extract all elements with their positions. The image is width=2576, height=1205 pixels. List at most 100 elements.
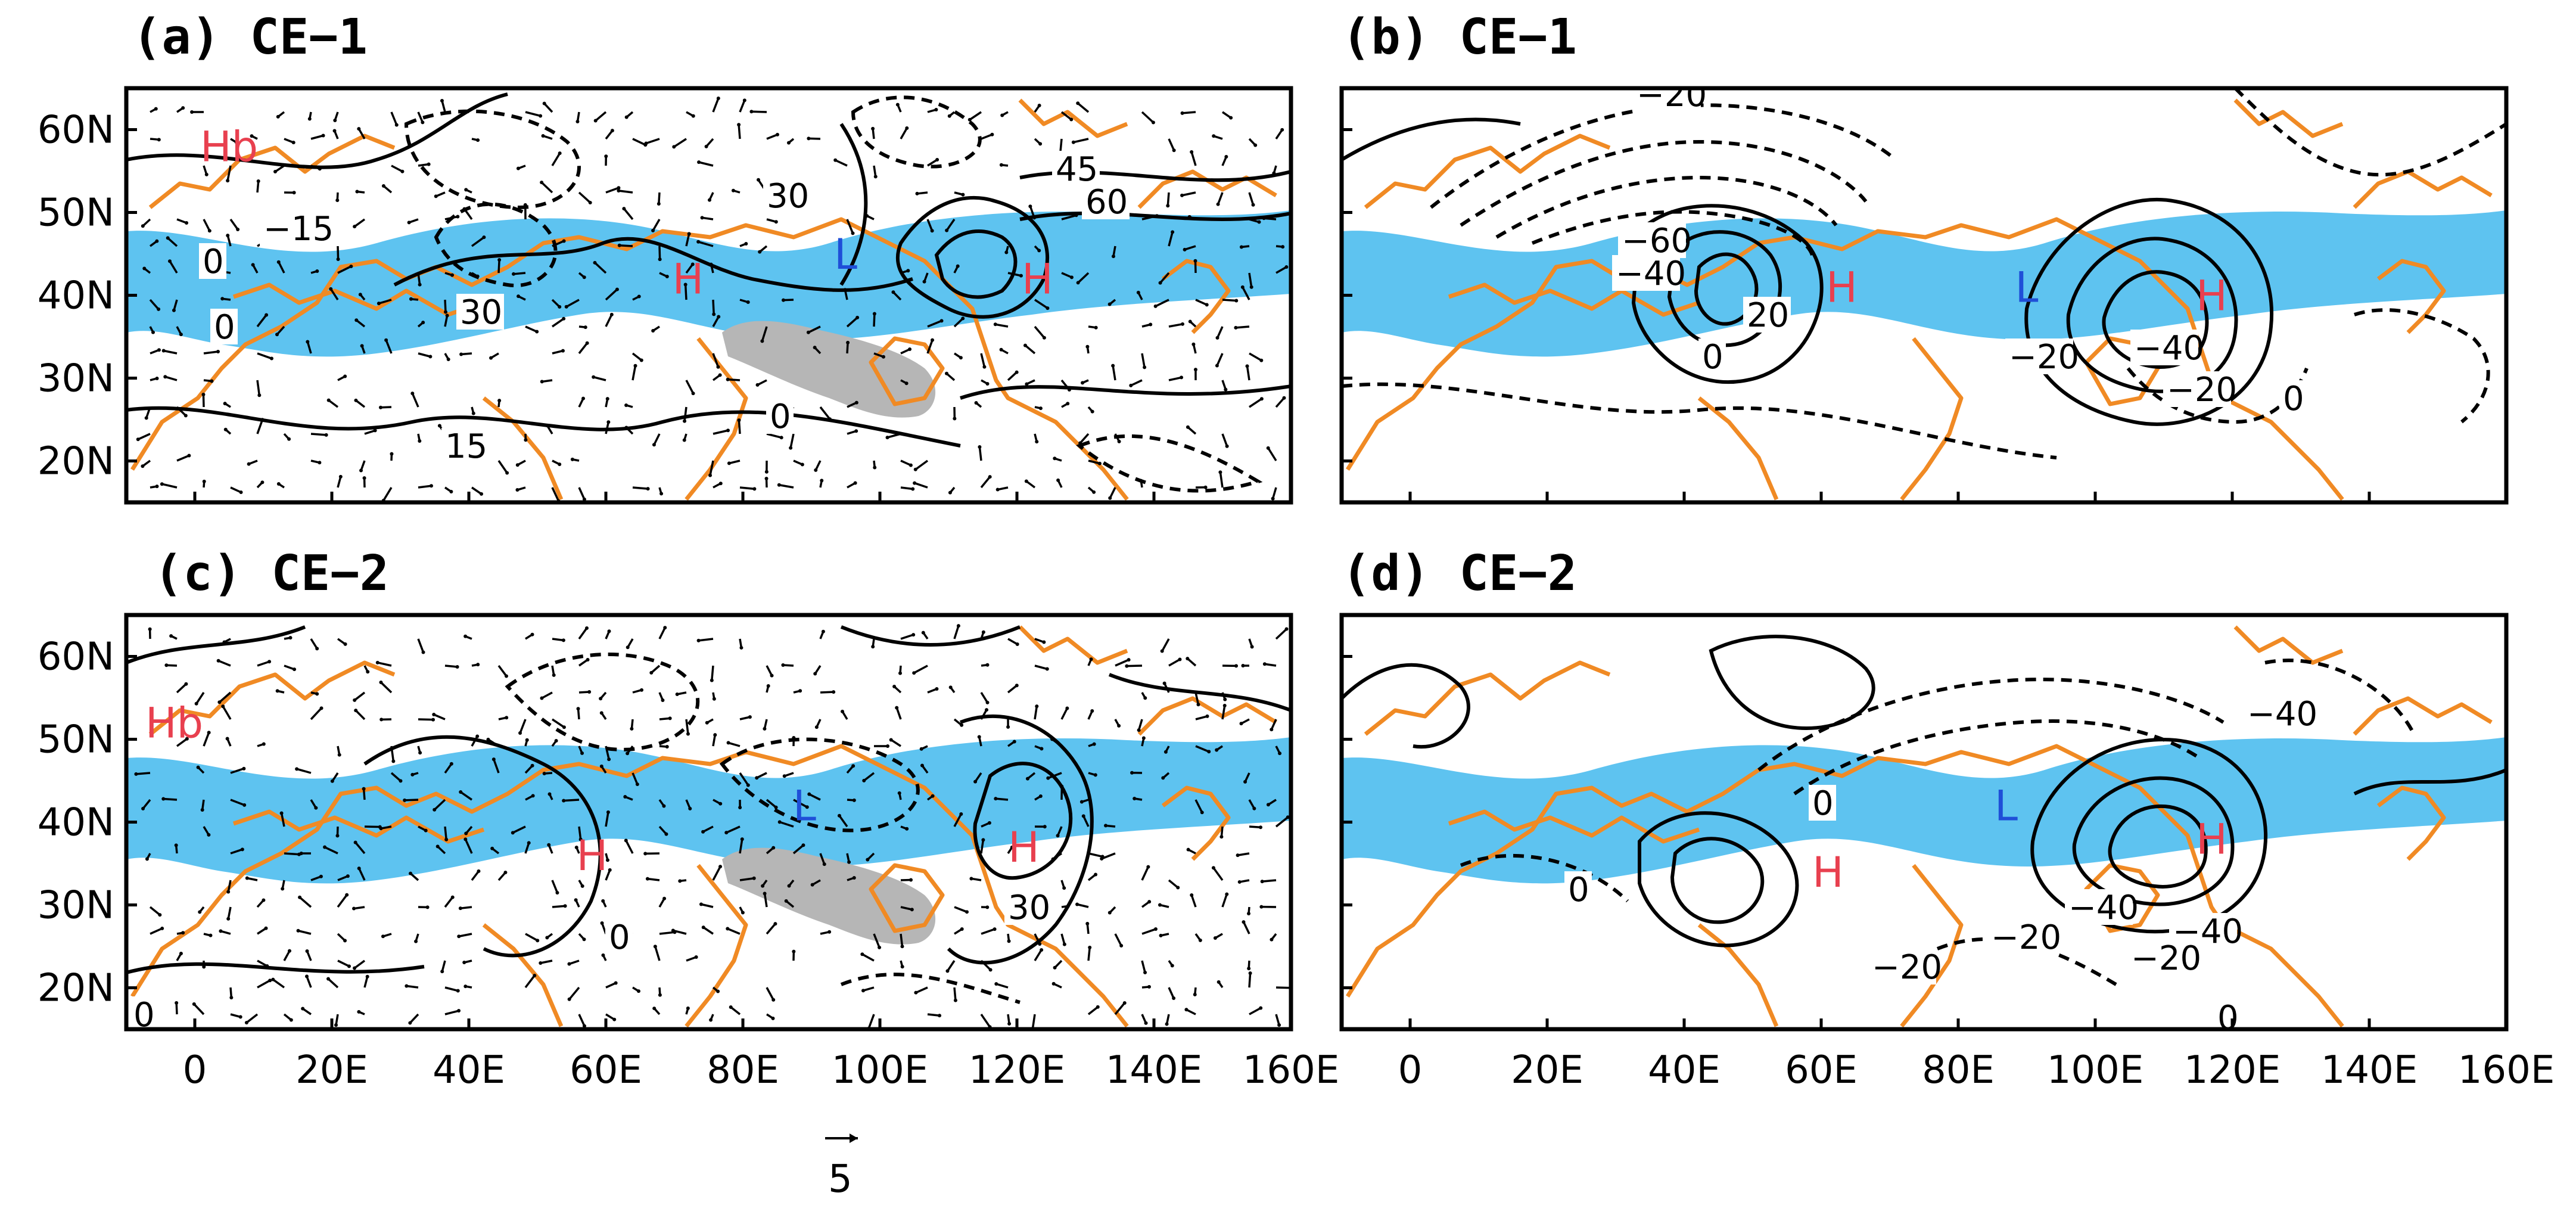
wind-vector-arrow <box>163 797 178 801</box>
reference-vector: 5 <box>825 1133 858 1201</box>
contour-label: −20 <box>2167 371 2237 409</box>
wind-vector-arrow <box>149 299 160 310</box>
wind-vector-head <box>440 970 444 974</box>
wind-vector-arrow <box>382 487 393 501</box>
wind-vector-arrow <box>256 419 264 434</box>
wind-vector-arrow <box>1114 933 1122 946</box>
wind-vector-head <box>713 733 717 737</box>
wind-vector-arrow <box>738 420 741 434</box>
wind-vector-head <box>935 687 939 691</box>
wind-vector-head <box>476 663 480 667</box>
wind-vector-head <box>345 893 349 897</box>
wind-vector-head <box>1007 939 1011 943</box>
wind-vector-arrow <box>1275 266 1287 274</box>
wind-vector-head <box>1038 406 1043 411</box>
wind-vector-arrow <box>1155 299 1169 308</box>
wind-vector-head <box>1198 938 1202 942</box>
wind-vector-arrow <box>1271 487 1277 499</box>
wind-vector-arrow <box>1195 299 1208 306</box>
wind-vector-head <box>431 718 435 722</box>
contour-label: 20 <box>1747 296 1789 335</box>
wind-vector-head <box>726 927 730 931</box>
wind-vector-head <box>462 961 466 965</box>
wind-vector-head <box>755 383 760 387</box>
wind-vector-arrow <box>766 799 777 809</box>
wind-vector-arrow <box>763 893 768 908</box>
wind-vector-head <box>458 906 462 911</box>
wind-vector-head <box>475 734 480 738</box>
wind-vector-head <box>219 929 223 933</box>
wind-vector-head <box>554 739 558 743</box>
wind-vector-head <box>167 259 172 263</box>
wind-vector-arrow <box>471 486 483 495</box>
wind-vector-head <box>854 400 858 405</box>
x-tick-label: 80E <box>707 1048 779 1092</box>
wind-vector-head <box>930 229 934 233</box>
wind-vector-head <box>1216 202 1220 206</box>
wind-vector-arrow <box>1060 111 1072 120</box>
wind-vector-head <box>301 1007 305 1011</box>
wind-vector-head <box>636 989 640 993</box>
wind-vector-head <box>1122 1001 1127 1005</box>
wind-vector-head <box>275 689 279 693</box>
wind-vector-arrow <box>578 487 586 500</box>
wind-vector-arrow <box>654 946 661 961</box>
wind-vector-head <box>624 838 628 843</box>
wind-vector-head <box>428 355 433 359</box>
wind-vector-head <box>1248 971 1252 975</box>
wind-vector-arrow <box>524 974 536 989</box>
wind-vector-head <box>185 221 189 225</box>
wind-vector-arrow <box>632 138 646 146</box>
wind-vector-head <box>185 737 189 741</box>
wind-vector-head <box>190 110 194 114</box>
wind-vector-head <box>1035 704 1039 709</box>
wind-vector-head <box>574 898 578 902</box>
wind-vector-head <box>1079 800 1084 804</box>
wind-vector-arrow <box>552 718 565 728</box>
wind-vector-head <box>617 243 621 247</box>
wind-vector-head <box>192 1002 196 1006</box>
wind-vector-head <box>1037 249 1041 253</box>
wind-vector-head <box>558 462 562 467</box>
wind-vector-head <box>226 234 230 238</box>
negative-contour <box>1757 678 2225 772</box>
wind-vector-arrow <box>713 429 729 435</box>
wind-vector-head <box>207 229 211 233</box>
wind-vector-head <box>515 463 519 467</box>
wind-vector-head <box>1176 886 1180 890</box>
wind-vector-head <box>1081 381 1085 385</box>
wind-vector-head <box>257 393 262 397</box>
wind-vector-head <box>697 160 701 164</box>
wind-vector-head <box>1147 985 1151 989</box>
wind-vector-head <box>381 934 385 939</box>
wind-vector-arrow <box>1007 684 1018 694</box>
wind-vector-head <box>375 660 379 664</box>
wind-vector-arrow <box>568 986 580 1000</box>
wind-vector-head <box>1024 479 1028 483</box>
wind-vector-head <box>862 778 866 782</box>
wind-vector-head <box>1000 113 1004 117</box>
wind-vector-head <box>953 998 957 1002</box>
wind-vector-head <box>444 837 449 841</box>
wind-vector-head <box>1119 943 1124 948</box>
wind-vector-head <box>353 840 357 844</box>
wind-vector-head <box>1062 886 1066 890</box>
wind-vector-arrow <box>1249 1007 1262 1015</box>
wind-vector-arrow <box>229 218 239 230</box>
wind-vector-arrow <box>593 376 606 381</box>
wind-vector-arrow <box>310 433 326 436</box>
wind-vector-head <box>275 333 279 337</box>
wind-vector-head <box>1045 667 1049 671</box>
wind-vector-head <box>354 398 358 402</box>
wind-vector-arrow <box>819 853 826 865</box>
wind-vector-arrow <box>1221 705 1226 720</box>
wind-vector-head <box>873 175 878 179</box>
wind-vector-head <box>337 753 341 757</box>
wind-vector-head <box>727 461 731 465</box>
wind-vector-arrow <box>873 933 881 948</box>
wind-vector-head <box>1092 742 1096 746</box>
wind-vector-arrow <box>418 485 432 489</box>
wind-vector-head <box>432 712 436 716</box>
x-tick-label: 0 <box>1398 1048 1423 1092</box>
